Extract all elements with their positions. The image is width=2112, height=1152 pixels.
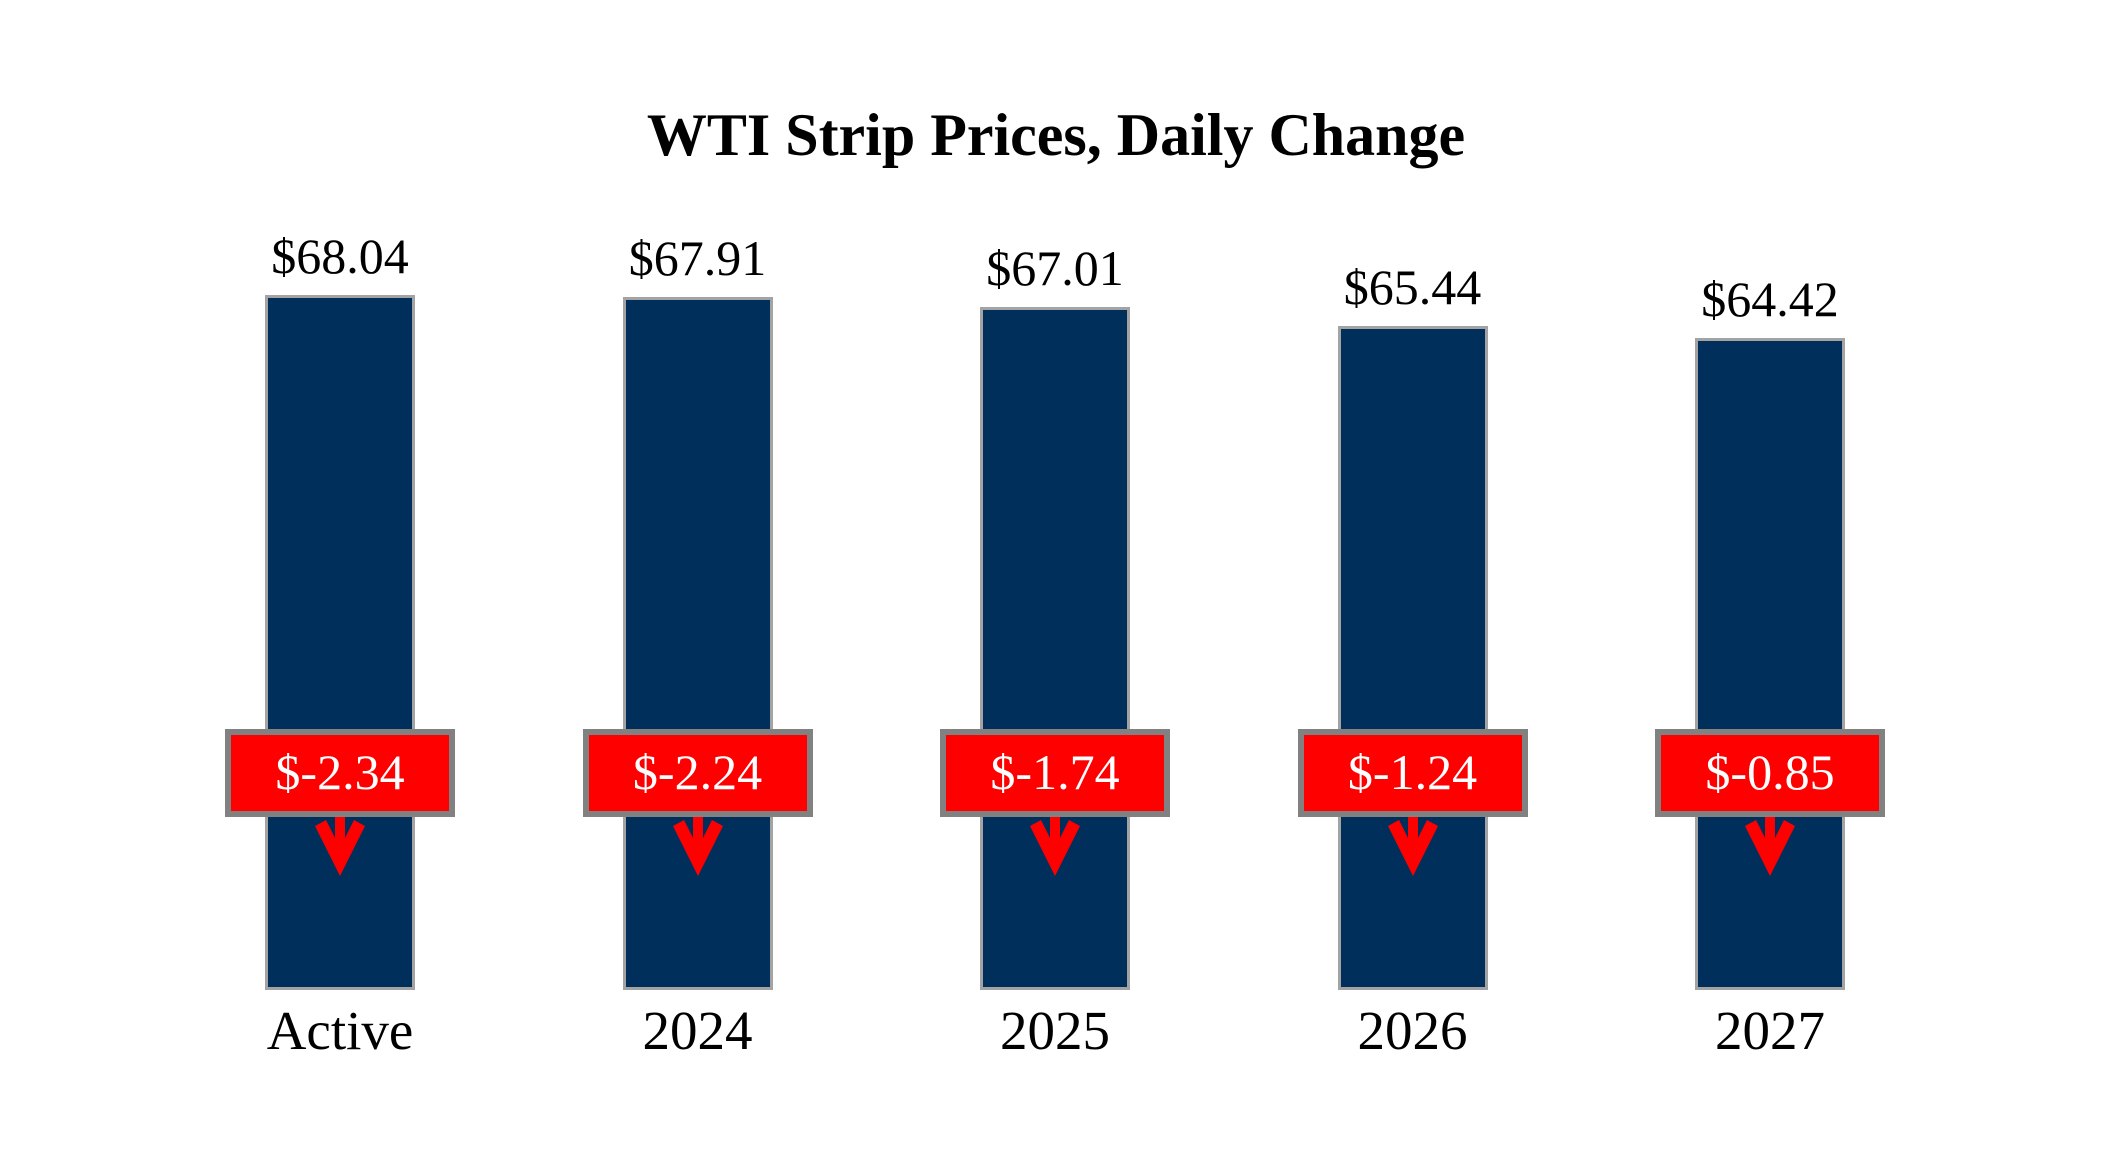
- bar-group: $64.42 $-0.85 2027: [1590, 0, 1950, 1152]
- daily-change-callout: $-1.24: [1297, 729, 1528, 817]
- price-label: $64.42: [1701, 271, 1839, 327]
- bar-group: $65.44 $-1.24 2026: [1233, 0, 1593, 1152]
- bar-group: $68.04 $-2.34 Active: [160, 0, 520, 1152]
- price-bar: [265, 295, 415, 990]
- daily-change-callout: $-2.34: [225, 729, 455, 817]
- category-label: 2024: [642, 1000, 753, 1061]
- down-arrow-icon: [1030, 816, 1080, 876]
- category-label: 2025: [1000, 1000, 1110, 1061]
- price-label: $67.01: [986, 240, 1124, 296]
- category-label: 2026: [1357, 1000, 1468, 1061]
- down-arrow-icon: [672, 816, 723, 876]
- price-label: $65.44: [1343, 259, 1482, 315]
- bar-group: $67.91 $-2.24 2024: [518, 0, 878, 1152]
- bar-group: $67.01 $-1.74 2025: [875, 0, 1235, 1152]
- down-arrow-icon: [315, 816, 365, 876]
- down-arrow-icon: [1387, 816, 1438, 876]
- price-bar: [980, 307, 1130, 990]
- chart-title: WTI Strip Prices, Daily Change: [646, 102, 1466, 168]
- down-arrow-icon: [1745, 816, 1795, 876]
- price-label: $67.91: [628, 230, 767, 286]
- category-label: 2027: [1715, 1000, 1825, 1061]
- price-bar: [622, 297, 773, 990]
- daily-change-callout: $-2.24: [582, 729, 813, 817]
- price-bar: [1695, 338, 1845, 990]
- category-label: Active: [266, 1000, 414, 1061]
- daily-change-callout: $-1.74: [940, 729, 1170, 817]
- price-bar: [1337, 326, 1488, 990]
- price-label: $68.04: [271, 228, 409, 284]
- daily-change-callout: $-0.85: [1655, 729, 1885, 817]
